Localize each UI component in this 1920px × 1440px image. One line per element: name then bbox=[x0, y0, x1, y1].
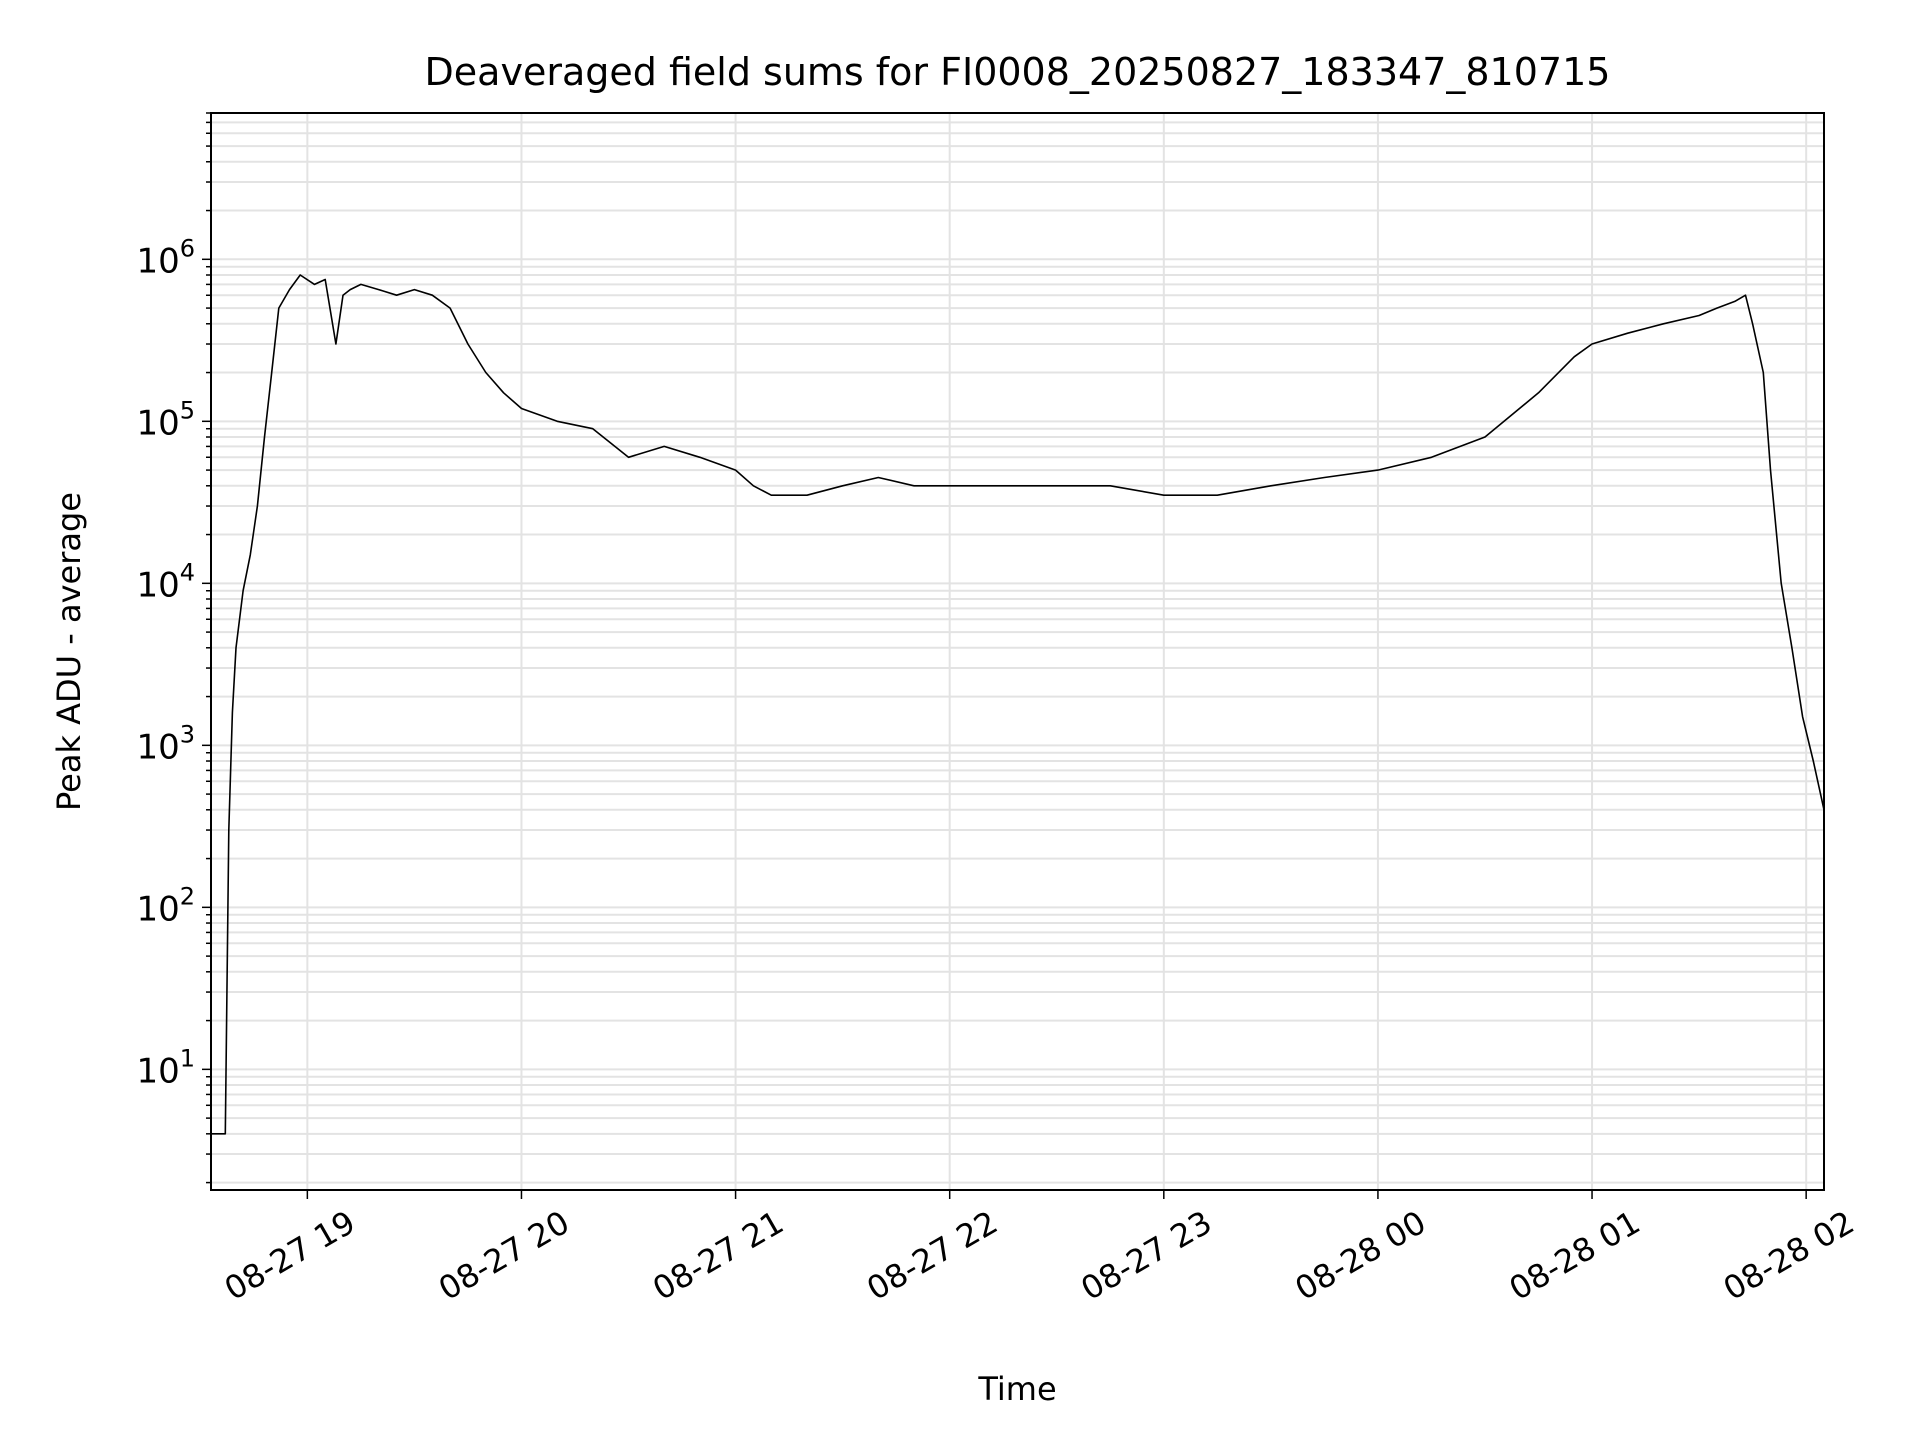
x-axis-label: Time bbox=[977, 1370, 1056, 1408]
chart-title: Deaveraged field sums for FI0008_2025082… bbox=[425, 50, 1611, 94]
data-layer bbox=[211, 274, 1825, 1135]
y-tick-label: 102 bbox=[136, 882, 195, 929]
grid bbox=[211, 112, 1824, 1190]
plot-frame bbox=[210, 112, 1825, 1191]
y-tick-label: 104 bbox=[136, 558, 195, 605]
y-tick-label: 101 bbox=[136, 1044, 195, 1091]
y-tick-label: 106 bbox=[136, 234, 195, 281]
y-tick-label: 105 bbox=[136, 396, 195, 443]
series-line bbox=[211, 274, 1825, 1135]
y-axis-label: Peak ADU - average bbox=[50, 492, 88, 811]
y-tick-label: 103 bbox=[136, 720, 195, 767]
